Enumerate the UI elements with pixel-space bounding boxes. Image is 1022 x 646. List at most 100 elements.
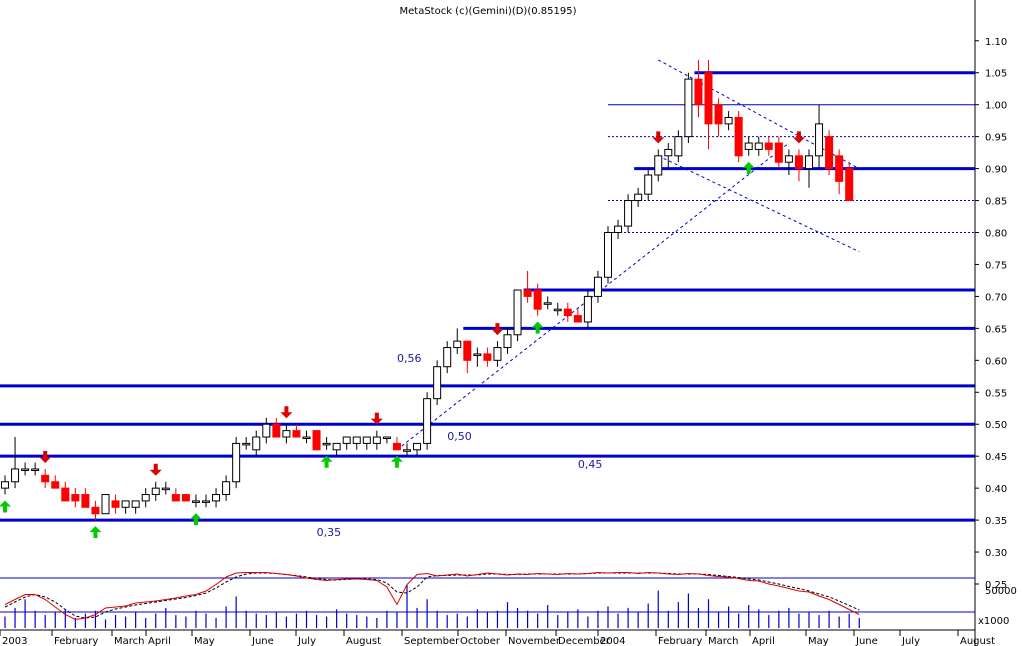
x-tick-label: May bbox=[194, 636, 215, 646]
candle-body bbox=[694, 78, 703, 106]
candle-body bbox=[302, 436, 311, 440]
buy-arrow-icon bbox=[320, 455, 333, 468]
candle-body bbox=[51, 481, 60, 489]
sell-arrow-icon bbox=[370, 412, 383, 425]
candle-body bbox=[604, 232, 612, 278]
volume-unit-label: x1000 bbox=[978, 616, 1009, 627]
y-tick-label: 0.85 bbox=[985, 197, 1007, 208]
candle-body bbox=[121, 500, 130, 508]
candle-body bbox=[312, 430, 321, 451]
y-tick-label: 1.00 bbox=[985, 101, 1007, 112]
candle-body bbox=[282, 430, 291, 438]
buy-arrow-icon bbox=[189, 513, 202, 526]
y-tick-label: 0.35 bbox=[985, 516, 1007, 527]
candle-body bbox=[31, 468, 40, 471]
candle-body bbox=[764, 142, 773, 150]
candle-body bbox=[21, 468, 30, 471]
level-label: 0,50 bbox=[447, 430, 472, 443]
dotted-levels bbox=[608, 104, 975, 234]
candle-body bbox=[423, 398, 432, 444]
x-tick-label: 2003 bbox=[2, 636, 27, 646]
candle-body bbox=[704, 72, 713, 125]
candle-body bbox=[81, 494, 90, 508]
sell-arrow-icon bbox=[652, 131, 665, 144]
candle-body bbox=[202, 500, 210, 503]
candle-body bbox=[91, 506, 100, 515]
candle-body bbox=[443, 347, 452, 368]
candle-body bbox=[272, 423, 281, 438]
candle-body bbox=[624, 200, 633, 227]
signal-arrows bbox=[0, 131, 805, 539]
x-tick-label: April bbox=[752, 636, 775, 646]
candle-body bbox=[161, 487, 170, 491]
x-tick-label: February bbox=[54, 636, 98, 646]
candle-body bbox=[41, 474, 50, 483]
candle-body bbox=[815, 123, 824, 157]
x-tick-label: February bbox=[658, 636, 702, 646]
candle-body bbox=[392, 442, 401, 451]
candle-body bbox=[714, 104, 723, 125]
y-tick-label: 0.90 bbox=[985, 165, 1007, 176]
candle-body bbox=[453, 340, 462, 349]
x-tick-label: August bbox=[960, 636, 995, 646]
trend-line bbox=[658, 155, 860, 253]
candle-body bbox=[242, 442, 251, 446]
buy-arrow-icon bbox=[742, 161, 755, 174]
x-tick-label: March bbox=[708, 636, 738, 646]
candle-body bbox=[463, 340, 472, 361]
candle-body bbox=[262, 423, 271, 438]
y-tick-label: 0.50 bbox=[985, 420, 1007, 431]
x-tick-label: December bbox=[558, 636, 611, 646]
x-tick-label: July bbox=[297, 636, 316, 646]
candle-body bbox=[845, 168, 854, 202]
candle-body bbox=[212, 494, 221, 502]
y-tick-label: 0.25 bbox=[985, 580, 1007, 591]
y-tick-label: 0.80 bbox=[985, 229, 1007, 240]
candle-body bbox=[322, 442, 331, 446]
x-tick-label: June bbox=[251, 636, 274, 646]
y-tick-label: 0.65 bbox=[985, 324, 1007, 335]
candle-body bbox=[523, 289, 532, 297]
candle-body bbox=[483, 353, 492, 361]
candle-body bbox=[563, 308, 572, 317]
candle-body bbox=[131, 500, 140, 508]
candle-body bbox=[141, 494, 150, 502]
candle-body bbox=[593, 276, 602, 297]
candle-body bbox=[513, 289, 522, 336]
candle-body bbox=[232, 442, 241, 483]
candle-body bbox=[332, 442, 341, 451]
candle-body bbox=[664, 148, 673, 157]
candlesticks bbox=[1, 59, 854, 521]
candle-body bbox=[634, 193, 643, 202]
candle-body bbox=[191, 500, 200, 503]
candle-body bbox=[252, 436, 261, 451]
candle-body bbox=[805, 155, 813, 170]
candle-body bbox=[433, 366, 442, 400]
candle-body bbox=[674, 136, 683, 157]
sell-arrow-icon bbox=[491, 323, 504, 336]
level-label: 0,56 bbox=[397, 352, 422, 365]
sell-arrow-icon bbox=[280, 406, 293, 419]
candle-body bbox=[614, 225, 623, 234]
candle-body bbox=[111, 500, 120, 508]
x-tick-label: October bbox=[460, 636, 501, 646]
level-label: 0,45 bbox=[578, 458, 603, 471]
candle-body bbox=[825, 136, 834, 170]
x-tick-label: September bbox=[404, 636, 460, 646]
candle-body bbox=[11, 468, 20, 483]
candle-body bbox=[503, 334, 512, 349]
stoch-k-line bbox=[4, 571, 860, 621]
buy-arrow-icon bbox=[390, 455, 403, 468]
y-tick-label: 0.70 bbox=[985, 292, 1007, 303]
candle-body bbox=[1, 481, 9, 489]
chart-title: MetaStock (c)(Gemini)(D)(0.85195) bbox=[400, 6, 577, 17]
candle-body bbox=[403, 449, 411, 452]
candle-body bbox=[784, 155, 793, 163]
candle-body bbox=[171, 494, 180, 502]
candle-body bbox=[222, 481, 231, 496]
candle-body bbox=[583, 295, 592, 323]
level-label: 0,35 bbox=[317, 526, 342, 539]
sell-arrow-icon bbox=[39, 450, 52, 463]
y-tick-label: 0.75 bbox=[985, 260, 1007, 271]
candle-body bbox=[292, 430, 301, 438]
